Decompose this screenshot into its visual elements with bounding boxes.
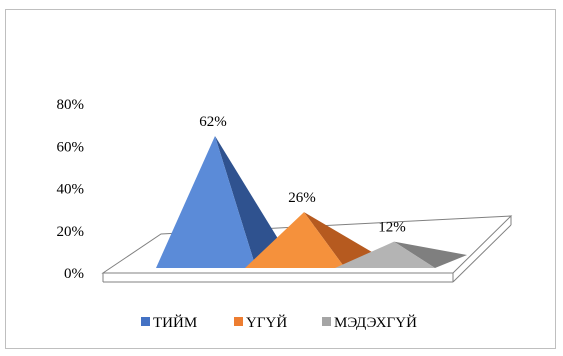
legend-swatch bbox=[141, 317, 150, 326]
y-tick-label: 60% bbox=[57, 139, 85, 155]
legend-label: МЭДЭХГҮЙ bbox=[334, 314, 417, 331]
y-tick-label: 20% bbox=[57, 224, 85, 240]
data-label: 62% bbox=[199, 114, 227, 130]
data-label: 12% bbox=[378, 220, 406, 236]
floor-side-edge bbox=[452, 224, 512, 283]
pyramid-side-face bbox=[304, 212, 377, 268]
pyramid-front-face bbox=[335, 241, 435, 268]
pyramid-chart: 0% 20% 40% 60% 80% 62% 26% 12% ТИЙМ ҮГҮЙ МЭДЭХГҮЙ bbox=[57, 97, 513, 331]
legend-swatch bbox=[234, 317, 243, 326]
y-tick-label: 80% bbox=[57, 97, 85, 113]
pyramid-front-face bbox=[156, 136, 256, 268]
pyramid-front-face bbox=[245, 212, 345, 268]
legend-label: ҮГҮЙ bbox=[246, 314, 287, 331]
pyramid-side-face bbox=[215, 136, 288, 268]
pyramid-side-face bbox=[394, 241, 467, 268]
legend-label: ТИЙМ bbox=[153, 314, 197, 331]
data-label: 26% bbox=[288, 190, 316, 206]
y-tick-label: 40% bbox=[57, 182, 85, 198]
y-tick-label: 0% bbox=[64, 266, 84, 282]
chart-frame: 0% 20% 40% 60% 80% 62% 26% 12% ТИЙМ ҮГҮЙ МЭДЭХГҮЙ bbox=[5, 9, 556, 349]
legend-swatch bbox=[322, 317, 331, 326]
